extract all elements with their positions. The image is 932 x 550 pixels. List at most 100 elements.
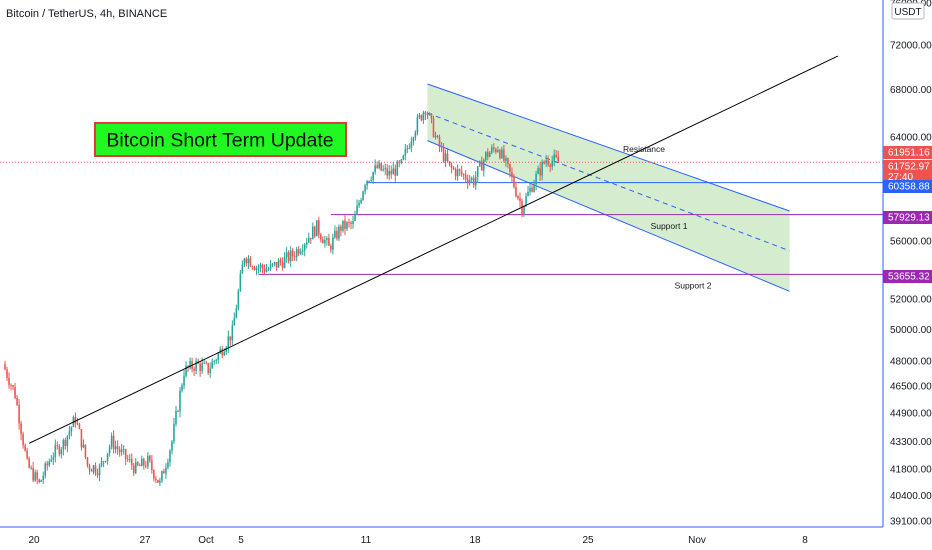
- price-axis[interactable]: 76000.0072000.0068000.0064000.0056000.00…: [890, 0, 932, 528]
- price-tick-label: 46500.00: [890, 381, 932, 392]
- candle-body: [336, 231, 338, 239]
- candle-body: [279, 260, 282, 263]
- candle-body: [213, 360, 216, 362]
- time-axis[interactable]: 20 27 Oct 5 11 18 25 Nov 8: [28, 535, 808, 546]
- candle-body: [181, 385, 183, 391]
- time-tick-label: 25: [582, 535, 594, 546]
- candle-body: [408, 147, 411, 149]
- candle-body: [167, 462, 169, 468]
- candle-body: [537, 168, 539, 174]
- currency-button[interactable]: USDT: [891, 2, 925, 20]
- candlesticks[interactable]: [4, 110, 560, 487]
- candle-body: [269, 264, 272, 270]
- candle-body: [136, 462, 139, 466]
- candle-body: [334, 231, 336, 238]
- candle-body: [368, 180, 370, 182]
- candle-body: [38, 479, 40, 482]
- time-tick-label: 27: [139, 535, 151, 546]
- banner-text: Bitcoin Short Term Update: [106, 130, 333, 152]
- candle-body: [157, 479, 159, 483]
- time-tick-label: 11: [361, 535, 372, 546]
- candle-body: [259, 265, 262, 268]
- candle-body: [454, 169, 457, 177]
- candle-body: [519, 198, 521, 202]
- candle-body: [472, 177, 475, 186]
- candle-body: [185, 365, 187, 376]
- candle-body: [239, 273, 242, 291]
- candle-body: [243, 258, 246, 265]
- candle-body: [523, 206, 525, 214]
- time-tick-label: 18: [469, 535, 481, 546]
- candle-body: [326, 238, 328, 241]
- candle-body: [366, 180, 368, 186]
- candle-body: [557, 156, 560, 162]
- candle-body: [155, 478, 157, 480]
- candle-body: [207, 363, 209, 373]
- price-tick-label: 41800.00: [890, 464, 932, 475]
- candle-body: [78, 423, 81, 430]
- candle-body: [122, 449, 125, 450]
- candle-body: [50, 459, 53, 462]
- rising-trendline[interactable]: [28, 55, 839, 444]
- candle-body: [140, 458, 143, 467]
- candle-body: [261, 265, 264, 269]
- candle-body: [289, 250, 292, 262]
- candle-body: [173, 423, 175, 442]
- candle-body: [478, 161, 481, 167]
- candle-body: [448, 161, 451, 165]
- candle-body: [118, 449, 121, 453]
- candle-body: [432, 118, 435, 137]
- horizontal-levels[interactable]: [0, 161, 883, 275]
- candle-body: [525, 195, 527, 207]
- candle-body: [324, 240, 326, 244]
- candle-body: [124, 449, 127, 459]
- candle-body: [32, 467, 34, 481]
- candle-body: [416, 117, 419, 133]
- candle-body: [452, 167, 455, 170]
- candle-body: [58, 446, 61, 455]
- candle-body: [201, 363, 203, 372]
- descending-channel[interactable]: [427, 83, 790, 292]
- candle-body: [505, 158, 507, 161]
- banner-box: [94, 122, 347, 157]
- candle-body: [90, 469, 93, 472]
- candle-body: [4, 364, 6, 370]
- currency-button-frame[interactable]: [891, 2, 925, 20]
- candle-body: [390, 170, 393, 175]
- candle-body: [130, 458, 133, 466]
- candle-body: [134, 462, 137, 474]
- candle-body: [344, 220, 346, 229]
- candle-body: [420, 115, 423, 121]
- candle-body: [153, 470, 155, 479]
- candle-body: [28, 458, 30, 468]
- candle-body: [382, 169, 384, 171]
- candle-body: [360, 200, 362, 203]
- candle-body: [283, 256, 286, 268]
- candle-body: [30, 467, 32, 469]
- candle-body: [551, 160, 553, 167]
- candle-body: [163, 471, 165, 474]
- candle-body: [203, 362, 205, 364]
- candle-body: [271, 263, 274, 265]
- candle-body: [106, 453, 109, 461]
- candle-body: [491, 147, 493, 153]
- candle-body: [424, 112, 427, 115]
- currency-button-label[interactable]: USDT: [894, 7, 921, 18]
- candle-body: [54, 445, 57, 458]
- candle-body: [183, 375, 185, 386]
- candle-body: [56, 445, 59, 447]
- candle-body: [98, 465, 101, 476]
- candle-body: [60, 449, 63, 455]
- candle-body: [233, 318, 236, 326]
- candle-body: [440, 147, 443, 148]
- time-tick-label: 5: [238, 535, 244, 546]
- candle-body: [217, 353, 220, 361]
- candle-body: [64, 439, 67, 447]
- candle-body: [159, 480, 161, 483]
- candle-body: [468, 179, 471, 184]
- candle-body: [253, 267, 256, 271]
- candle-body: [249, 258, 252, 267]
- candle-body: [543, 161, 545, 164]
